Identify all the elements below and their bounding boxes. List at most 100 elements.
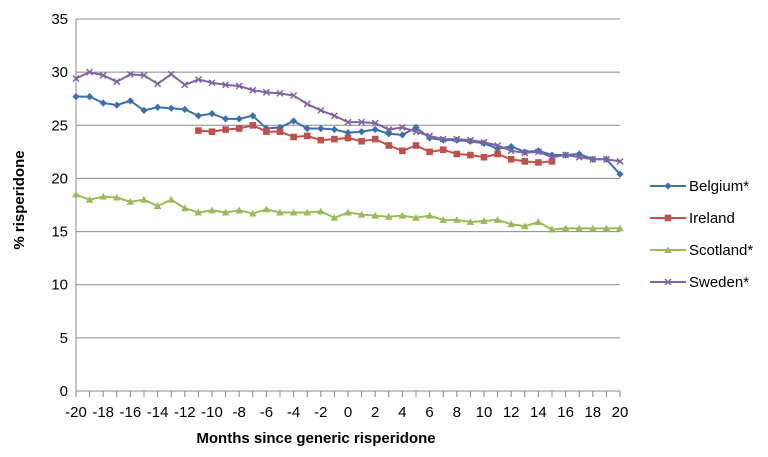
data-point-ireland [548,158,556,165]
data-point-scotland [453,216,461,223]
x-tick-label: -6 [260,404,273,421]
data-point-scotland [480,217,488,224]
data-point-sweden [344,118,352,126]
data-point-ireland [208,128,216,135]
data-point-belgium [140,106,148,115]
legend-label-sweden: Sweden* [689,274,749,291]
data-point-scotland [221,208,230,216]
x-tick-label: -12 [174,404,196,421]
data-point-belgium [371,125,379,134]
data-point-sweden [303,100,311,108]
data-point-belgium [86,92,94,101]
y-tick-label: 10 [51,277,68,294]
gridlines [76,18,620,339]
marker-stroke [303,100,311,108]
data-point-sweden [562,151,570,159]
data-point-sweden [167,70,175,78]
data-point-sweden [534,148,542,156]
data-point-belgium [72,92,80,101]
data-point-scotland [208,206,216,214]
data-point-ireland [494,150,501,158]
x-tick-label: 20 [612,404,629,421]
x-tick-label: -10 [201,404,223,421]
marker-stroke [426,132,434,140]
marker-stroke [602,155,610,163]
data-point-scotland [99,192,107,200]
data-point-belgium [154,103,162,111]
data-point-scotland [561,224,570,232]
data-point-scotland [493,216,502,223]
data-point-ireland [371,135,379,143]
series-ireland [195,121,556,166]
data-point-belgium [99,99,107,107]
data-point-sweden [194,76,202,84]
marker-stroke [589,155,597,163]
data-point-belgium [330,125,338,134]
data-point-sweden [548,153,556,161]
legend-item-sweden: Sweden* [650,274,749,291]
data-point-scotland [262,205,271,213]
data-point-scotland [589,224,597,232]
data-point-sweden [290,91,298,100]
data-point-ireland [467,151,474,159]
marker-stroke [358,118,366,126]
data-point-belgium [303,124,311,133]
data-point-sweden [575,153,583,161]
x-tick-label: -2 [314,404,327,421]
data-point-belgium [181,105,189,113]
y-tick-label: 30 [51,64,68,81]
legend-label-belgium: Belgium* [689,178,749,195]
data-point-sweden [235,82,243,90]
data-point-belgium [290,117,298,125]
y-axis-title: % risperidone [11,150,28,249]
x-tick-label: -4 [287,404,300,421]
x-tick-label: 8 [453,404,461,421]
data-point-ireland [195,127,202,134]
data-point-ireland [344,134,352,142]
marker-stroke [276,89,284,97]
marker-stroke [235,82,243,90]
x-tick-label: -8 [233,404,246,421]
legend-item-belgium: Belgium* [650,178,749,195]
data-point-belgium [317,124,325,133]
data-point-scotland [534,218,543,226]
marker-stroke [494,141,502,150]
marker-stroke [521,149,529,157]
marker-stroke [99,71,107,79]
data-point-sweden [412,128,420,136]
data-point-scotland [425,211,434,219]
data-point-sweden [494,141,502,150]
series-scotland [72,190,624,233]
marker-stroke [534,148,542,156]
x-tick-label: -18 [92,404,114,421]
data-point-ireland [331,135,338,143]
y-tick-label: 5 [60,330,68,347]
marker-stroke [86,68,94,76]
data-point-sweden [72,74,80,83]
data-point-sweden [453,135,461,143]
data-point-scotland [167,195,175,203]
legend-item-ireland: Ireland [650,210,735,227]
marker-stroke [181,81,189,89]
marker-stroke [371,119,379,127]
data-point-belgium [167,104,175,112]
marker-stroke [344,118,352,126]
marker-stroke [290,91,298,100]
data-point-scotland [412,213,420,221]
legend-marker-scotland [664,246,672,253]
data-point-belgium [616,170,624,178]
data-point-sweden [126,70,134,78]
data-point-ireland [426,148,433,156]
marker-stroke [453,135,461,143]
marker-stroke [317,106,325,114]
data-point-sweden [385,126,393,134]
marker-stroke [113,78,121,86]
data-point-sweden [507,147,515,155]
marker-stroke [616,157,624,165]
x-tick-label: 16 [557,404,574,421]
data-point-scotland [317,207,325,215]
data-point-ireland [249,121,257,129]
data-point-scotland [113,193,121,201]
